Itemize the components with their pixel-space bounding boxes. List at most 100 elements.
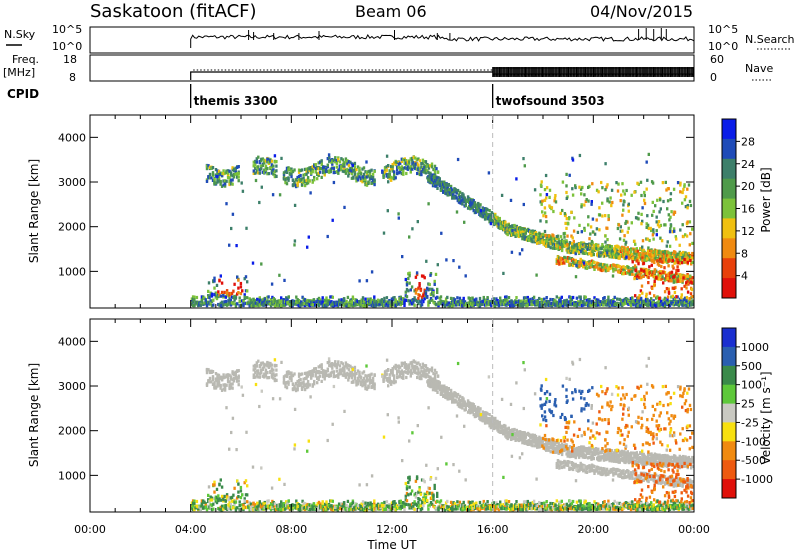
power-cell	[273, 170, 277, 174]
power-cell	[334, 156, 337, 160]
power-cell	[371, 302, 375, 306]
velocity-cell	[373, 387, 376, 391]
power-cell	[326, 169, 329, 174]
power-cell	[497, 304, 501, 308]
power-cell	[296, 183, 299, 187]
power-cell	[686, 274, 689, 278]
power-cell	[560, 295, 563, 299]
power-cell	[686, 260, 689, 264]
power-cell	[415, 288, 419, 292]
power-cell	[679, 190, 682, 194]
power-cell	[569, 297, 572, 302]
velocity-cell	[305, 382, 308, 386]
power-cell	[458, 195, 462, 199]
power-cell	[222, 172, 225, 176]
power-cell	[548, 188, 552, 192]
power-cell	[210, 294, 214, 298]
power-cell	[687, 278, 691, 282]
power-cell	[408, 302, 411, 306]
power-cell	[583, 203, 586, 207]
power-cell	[595, 188, 599, 192]
power-cell	[645, 222, 648, 226]
power-cell	[564, 303, 567, 307]
power-cell	[671, 294, 675, 298]
power-cell	[347, 169, 351, 173]
power-cell	[579, 297, 582, 301]
power-cell	[470, 302, 473, 306]
power-cell	[666, 301, 669, 305]
power-cell	[591, 217, 595, 221]
power-cell	[648, 270, 652, 274]
power-cell	[560, 261, 563, 266]
power-cell	[319, 298, 322, 302]
power-cell	[667, 287, 670, 291]
velocity-cell	[223, 383, 227, 387]
power-cell	[583, 226, 586, 230]
power-cell	[684, 205, 688, 209]
power-cell	[231, 166, 234, 170]
power-cell	[273, 298, 277, 302]
power-cell	[225, 202, 228, 206]
power-cell	[593, 302, 596, 306]
power-cell	[255, 157, 258, 161]
velocity-cell	[258, 375, 261, 379]
velocity-cell	[228, 373, 231, 377]
power-cell	[609, 303, 613, 307]
power-cell	[470, 300, 473, 304]
power-cell	[297, 174, 301, 178]
power-cell	[541, 210, 544, 214]
power-cell	[563, 212, 567, 216]
power-cell	[258, 159, 261, 164]
power-cell	[669, 224, 673, 228]
power-cell	[626, 271, 629, 275]
power-cell	[464, 274, 467, 278]
power-cell	[271, 300, 274, 304]
power-cell	[296, 298, 299, 302]
frequency-trace	[190, 71, 493, 80]
power-cell	[417, 163, 420, 167]
velocity-cell	[352, 379, 355, 383]
power-cell	[670, 274, 673, 278]
power-cell	[664, 180, 667, 184]
velocity-cell	[232, 379, 236, 383]
power-cell	[659, 198, 662, 202]
power-cell	[578, 295, 581, 299]
velocity-cell	[282, 380, 286, 385]
power-cell	[393, 301, 396, 305]
velocity-cell	[293, 386, 296, 391]
power-cell	[644, 302, 648, 306]
power-cell	[226, 169, 230, 173]
power-cell	[610, 204, 613, 208]
power-cell	[270, 165, 274, 169]
power-cell	[609, 299, 613, 303]
power-cell	[672, 212, 675, 216]
velocity-cell	[222, 376, 225, 380]
power-cell	[660, 239, 664, 243]
power-cell	[405, 166, 408, 170]
power-cell	[285, 170, 289, 174]
power-cell	[252, 160, 255, 164]
power-cell	[415, 167, 419, 171]
power-cell	[618, 297, 621, 301]
velocity-cell	[340, 369, 343, 373]
power-cell	[654, 204, 657, 208]
power-colorbar-swatch-1	[722, 138, 736, 160]
power-cell	[667, 291, 671, 295]
velocity-cell	[332, 371, 335, 375]
power-cell	[533, 188, 537, 192]
power-cell	[541, 199, 544, 203]
power-cell	[569, 299, 572, 304]
power-cell	[346, 295, 350, 299]
power-cell	[257, 155, 260, 159]
power-cell	[390, 175, 393, 179]
power-cell	[198, 303, 201, 307]
power-cell	[600, 246, 603, 250]
power-cell	[565, 184, 568, 188]
power-cell	[589, 265, 592, 269]
power-cell	[682, 274, 685, 278]
power-cell	[332, 171, 335, 175]
power-cell	[608, 249, 611, 253]
power-cell	[597, 298, 600, 302]
velocity-cell	[237, 383, 240, 387]
power-cell	[610, 245, 614, 249]
